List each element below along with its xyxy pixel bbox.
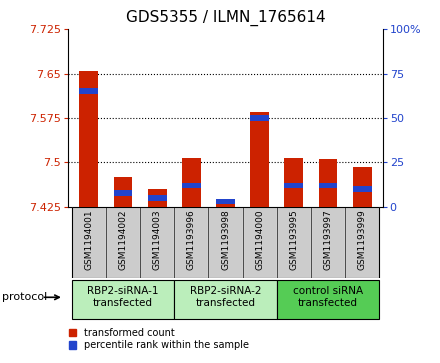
Text: GSM1194002: GSM1194002 <box>118 209 128 270</box>
Text: GSM1193995: GSM1193995 <box>290 209 298 270</box>
Bar <box>79 89 98 94</box>
Bar <box>106 207 140 278</box>
Bar <box>174 280 277 319</box>
Text: GSM1193998: GSM1193998 <box>221 209 230 270</box>
Bar <box>216 199 235 204</box>
Text: GSM1194003: GSM1194003 <box>153 209 161 270</box>
Bar <box>277 280 379 319</box>
Bar <box>148 195 166 201</box>
Title: GDS5355 / ILMN_1765614: GDS5355 / ILMN_1765614 <box>126 10 325 26</box>
Bar <box>319 159 337 207</box>
Bar <box>250 112 269 207</box>
Text: RBP2-siRNA-1
transfected: RBP2-siRNA-1 transfected <box>87 286 159 308</box>
Bar <box>174 207 209 278</box>
Text: GSM1193996: GSM1193996 <box>187 209 196 270</box>
Bar <box>277 207 311 278</box>
Text: GSM1193997: GSM1193997 <box>323 209 333 270</box>
Bar <box>285 183 303 188</box>
Bar <box>114 177 132 207</box>
Bar <box>72 280 174 319</box>
Bar <box>353 167 372 207</box>
Bar <box>140 207 174 278</box>
Bar <box>311 207 345 278</box>
Legend: transformed count, percentile rank within the sample: transformed count, percentile rank withi… <box>69 328 249 350</box>
Bar <box>72 207 106 278</box>
Bar <box>250 115 269 121</box>
Bar <box>182 158 201 207</box>
Bar <box>345 207 379 278</box>
Bar <box>285 158 303 207</box>
Bar <box>319 183 337 188</box>
Text: RBP2-siRNA-2
transfected: RBP2-siRNA-2 transfected <box>190 286 261 308</box>
Bar <box>114 190 132 196</box>
Text: GSM1193999: GSM1193999 <box>358 209 367 270</box>
Bar <box>353 186 372 192</box>
Text: GSM1194001: GSM1194001 <box>84 209 93 270</box>
Text: control siRNA
transfected: control siRNA transfected <box>293 286 363 308</box>
Bar <box>79 70 98 207</box>
Bar <box>216 201 235 207</box>
Bar <box>148 189 166 207</box>
Bar <box>182 183 201 188</box>
Text: protocol: protocol <box>2 292 48 302</box>
Text: GSM1194000: GSM1194000 <box>255 209 264 270</box>
Bar <box>209 207 242 278</box>
Bar <box>242 207 277 278</box>
